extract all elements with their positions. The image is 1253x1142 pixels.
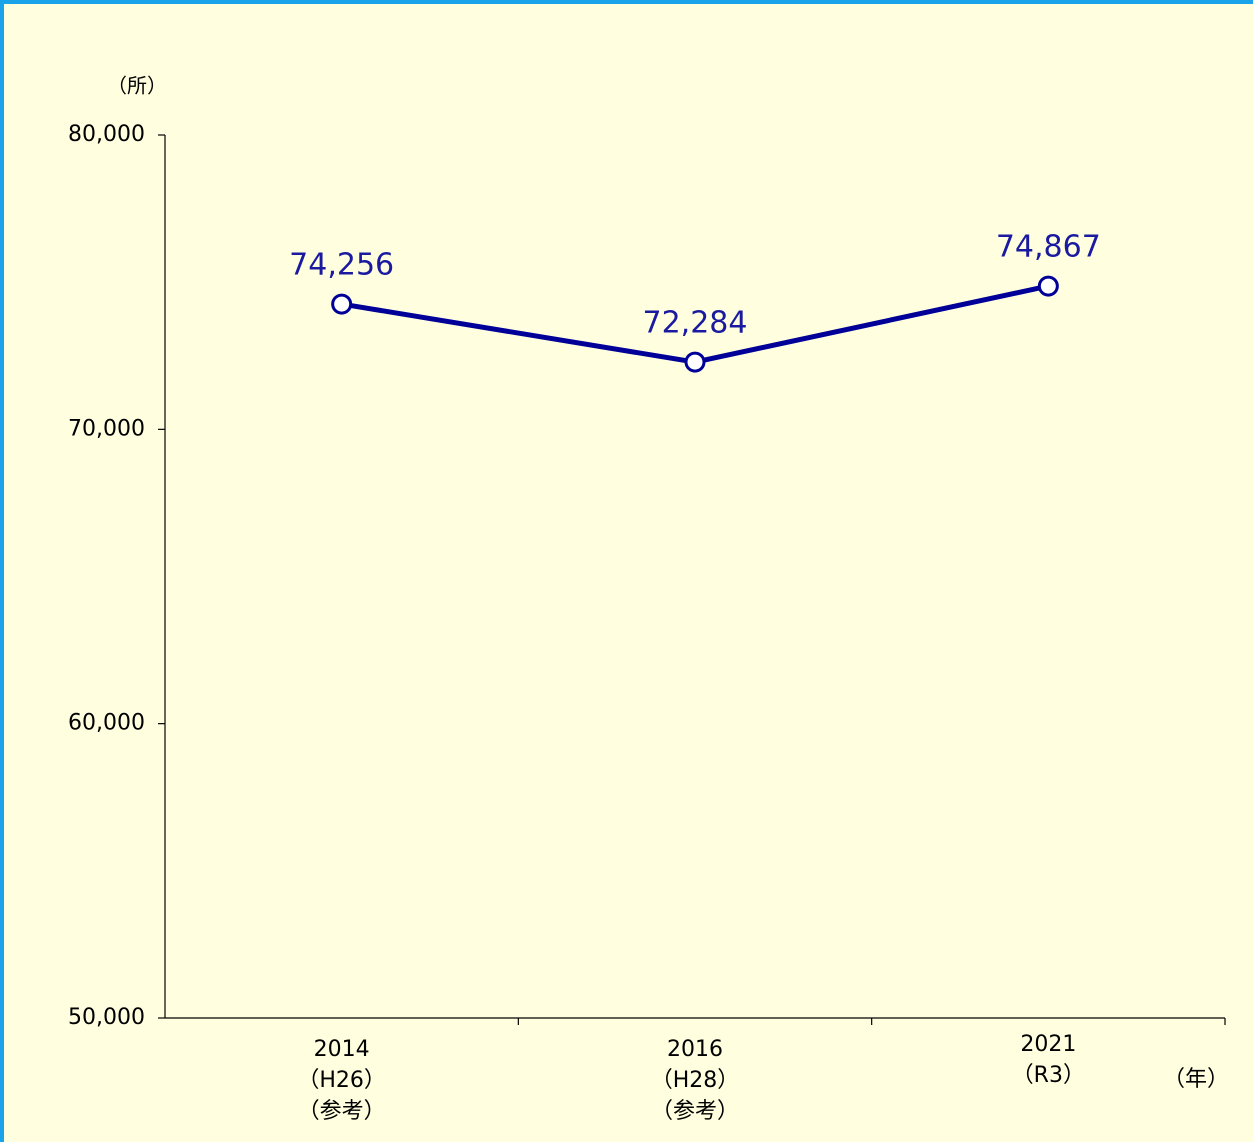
point xyxy=(331,293,353,315)
point xyxy=(684,351,706,373)
x-tick-label: 2014 xyxy=(314,1037,370,1062)
y-tick-label: 50,000 xyxy=(68,1005,145,1030)
x-tick-label: （H26） xyxy=(297,1068,386,1093)
point xyxy=(1037,275,1059,297)
x-tick-label: 2016 xyxy=(667,1037,723,1062)
y-tick-label: 80,000 xyxy=(68,122,145,147)
x-tick-label: （R3） xyxy=(1012,1063,1085,1088)
x-axis-label: （年） xyxy=(1163,1067,1229,1092)
data-label: 74,867 xyxy=(996,230,1101,265)
x-tick-label: （H28） xyxy=(651,1068,740,1093)
x-tick-label: 2021 xyxy=(1020,1032,1076,1057)
y-axis-label: （所） xyxy=(107,74,167,98)
x-tick-label: （参考） xyxy=(298,1099,386,1124)
y-tick-label: 60,000 xyxy=(68,711,145,736)
data-label: 72,284 xyxy=(643,306,748,341)
data-label: 74,256 xyxy=(289,248,394,283)
y-tick-label: 70,000 xyxy=(68,416,145,441)
x-tick-label: （参考） xyxy=(651,1099,739,1124)
